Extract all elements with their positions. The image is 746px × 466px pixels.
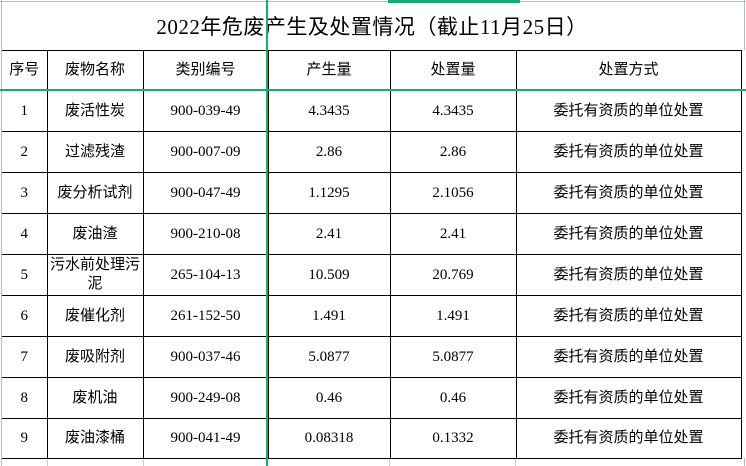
- cell-disposed[interactable]: 20.769: [389, 254, 517, 296]
- cell-name[interactable]: 废油漆桶: [46, 418, 144, 459]
- cell-serial[interactable]: 2: [2, 131, 48, 173]
- table-row: 5 污水前处理污泥 265-104-13 10.509 20.769 委托有资质…: [2, 254, 742, 296]
- table-row: 8 废机油 900-249-08 0.46 0.46 委托有资质的单位处置: [2, 377, 742, 419]
- freeze-pane-horizontal-line: [0, 89, 746, 91]
- cell-name[interactable]: 废分析试剂: [46, 172, 144, 214]
- cell-generated[interactable]: 1.1295: [267, 172, 391, 214]
- cell-serial[interactable]: 8: [2, 377, 48, 419]
- cell-disposed[interactable]: 0.46: [389, 377, 517, 419]
- cell-disposed[interactable]: 2.1056: [389, 172, 517, 214]
- header-code[interactable]: 类别编号: [142, 50, 269, 91]
- table-title[interactable]: 2022年危废产生及处置情况（截止11月25日）: [156, 15, 588, 39]
- cell-serial[interactable]: 3: [2, 172, 48, 214]
- cell-generated[interactable]: 10.509: [267, 254, 391, 296]
- table-row: 9 废油漆桶 900-041-49 0.08318 0.1332 委托有资质的单…: [2, 418, 742, 459]
- cell-name[interactable]: 废吸附剂: [46, 336, 144, 378]
- cell-code[interactable]: 900-037-46: [142, 336, 269, 378]
- cell-method[interactable]: 委托有资质的单位处置: [515, 295, 742, 337]
- cell-disposed[interactable]: 5.0877: [389, 336, 517, 378]
- cell-code[interactable]: 900-047-49: [142, 172, 269, 214]
- cell-generated[interactable]: 1.491: [267, 295, 391, 337]
- cell-method[interactable]: 委托有资质的单位处置: [515, 131, 742, 173]
- cell-generated[interactable]: 0.46: [267, 377, 391, 419]
- cell-disposed[interactable]: 4.3435: [389, 90, 517, 132]
- hazardous-waste-table: 序号 废物名称 类别编号 产生量 处置量 处置方式 1 废活性炭 900-039…: [2, 50, 742, 459]
- cell-serial[interactable]: 1: [2, 90, 48, 132]
- gridline-stub: [389, 459, 390, 466]
- cell-method[interactable]: 委托有资质的单位处置: [515, 377, 742, 419]
- cell-generated[interactable]: 2.86: [267, 131, 391, 173]
- cell-code[interactable]: 900-039-49: [142, 90, 269, 132]
- cell-serial[interactable]: 7: [2, 336, 48, 378]
- cell-serial[interactable]: 4: [2, 213, 48, 255]
- cell-code[interactable]: 261-152-50: [142, 295, 269, 337]
- cell-disposed[interactable]: 2.86: [389, 131, 517, 173]
- gridline-stub: [143, 459, 144, 466]
- cell-serial[interactable]: 6: [2, 295, 48, 337]
- cell-name[interactable]: 过滤残渣: [46, 131, 144, 173]
- cell-generated[interactable]: 2.41: [267, 213, 391, 255]
- gridline-right-top: [744, 0, 745, 50]
- cell-serial[interactable]: 9: [2, 418, 48, 459]
- header-disposed[interactable]: 处置量: [389, 50, 517, 91]
- cell-code[interactable]: 900-007-09: [142, 131, 269, 173]
- header-generated[interactable]: 产生量: [267, 50, 391, 91]
- header-name[interactable]: 废物名称: [46, 50, 144, 91]
- cell-method[interactable]: 委托有资质的单位处置: [515, 418, 742, 459]
- header-serial[interactable]: 序号: [2, 50, 48, 91]
- cell-name[interactable]: 污水前处理污泥: [46, 254, 144, 296]
- table-row: 2 过滤残渣 900-007-09 2.86 2.86 委托有资质的单位处置: [2, 131, 742, 173]
- cell-disposed[interactable]: 0.1332: [389, 418, 517, 459]
- cell-method[interactable]: 委托有资质的单位处置: [515, 336, 742, 378]
- cell-code[interactable]: 265-104-13: [142, 254, 269, 296]
- cell-method[interactable]: 委托有资质的单位处置: [515, 254, 742, 296]
- freeze-pane-top-segment: [388, 0, 520, 3]
- header-row: 序号 废物名称 类别编号 产生量 处置量 处置方式: [2, 50, 742, 91]
- gridline-stub: [515, 459, 516, 466]
- cell-generated[interactable]: 0.08318: [267, 418, 391, 459]
- cell-disposed[interactable]: 2.41: [389, 213, 517, 255]
- cell-generated[interactable]: 4.3435: [267, 90, 391, 132]
- cell-name[interactable]: 废机油: [46, 377, 144, 419]
- cell-name[interactable]: 废油渣: [46, 213, 144, 255]
- cell-disposed[interactable]: 1.491: [389, 295, 517, 337]
- freeze-pane-vertical-line: [266, 0, 268, 466]
- gridline-right-bottom: [744, 458, 745, 466]
- gridline-top: [0, 1, 746, 2]
- table-row: 6 废催化剂 261-152-50 1.491 1.491 委托有资质的单位处置: [2, 295, 742, 337]
- cell-generated[interactable]: 5.0877: [267, 336, 391, 378]
- cell-method[interactable]: 委托有资质的单位处置: [515, 90, 742, 132]
- cell-name[interactable]: 废活性炭: [46, 90, 144, 132]
- cell-method[interactable]: 委托有资质的单位处置: [515, 213, 742, 255]
- gridline-left: [1, 0, 2, 466]
- table-row: 7 废吸附剂 900-037-46 5.0877 5.0877 委托有资质的单位…: [2, 336, 742, 378]
- header-method[interactable]: 处置方式: [515, 50, 742, 91]
- cell-code[interactable]: 900-249-08: [142, 377, 269, 419]
- table-row: 1 废活性炭 900-039-49 4.3435 4.3435 委托有资质的单位…: [2, 90, 742, 132]
- table-row: 3 废分析试剂 900-047-49 1.1295 2.1056 委托有资质的单…: [2, 172, 742, 214]
- gridline-stub: [47, 459, 48, 466]
- cell-method[interactable]: 委托有资质的单位处置: [515, 172, 742, 214]
- cell-name[interactable]: 废催化剂: [46, 295, 144, 337]
- table-row: 4 废油渣 900-210-08 2.41 2.41 委托有资质的单位处置: [2, 213, 742, 255]
- cell-serial[interactable]: 5: [2, 254, 48, 296]
- cell-code[interactable]: 900-041-49: [142, 418, 269, 459]
- cell-code[interactable]: 900-210-08: [142, 213, 269, 255]
